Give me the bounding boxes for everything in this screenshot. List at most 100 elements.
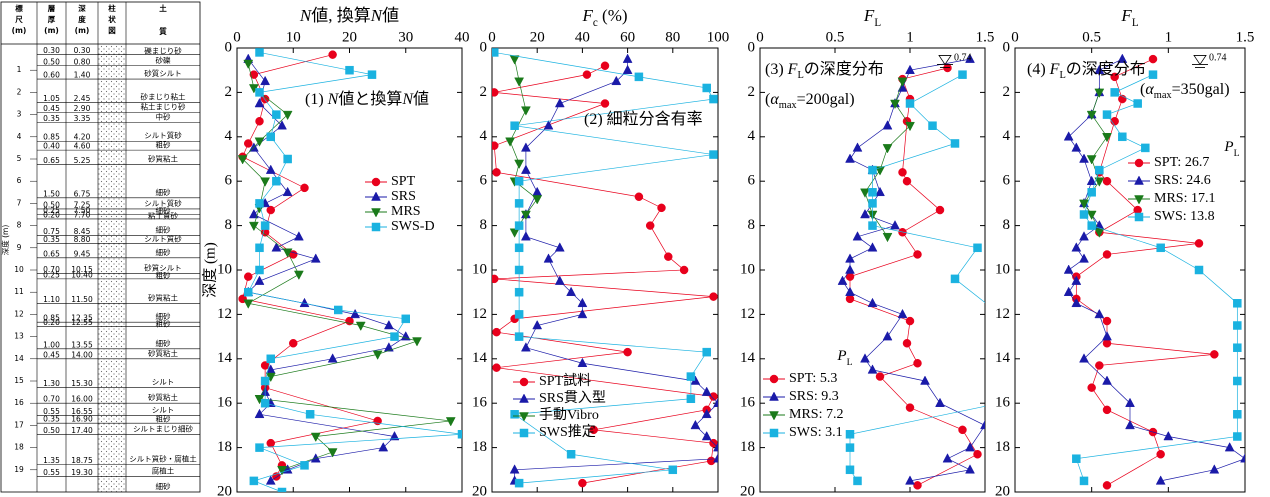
y-tick-label: 2 <box>1003 84 1011 100</box>
plot-area <box>492 48 718 488</box>
marker <box>520 210 531 221</box>
marker <box>875 372 885 381</box>
marker <box>249 476 259 486</box>
marker <box>289 339 298 348</box>
y-tick-label: 4 <box>480 128 488 144</box>
marker <box>1209 464 1220 474</box>
marker <box>713 442 718 452</box>
marker <box>514 159 525 169</box>
marker <box>875 186 885 197</box>
y-tick-label: 4 <box>748 128 756 144</box>
marker <box>328 50 337 59</box>
soil-name: 砂質シルト <box>144 262 182 272</box>
marker <box>709 292 718 301</box>
marker <box>853 476 862 486</box>
marker <box>310 253 321 263</box>
marker <box>293 270 304 280</box>
marker <box>965 442 975 452</box>
layer-depth: 4.60 <box>74 142 91 151</box>
marker <box>350 308 361 319</box>
marker <box>1087 383 1096 392</box>
marker <box>905 121 915 132</box>
x-tick-label: 60 <box>620 29 635 45</box>
text-part: の深度分布 <box>1066 60 1146 78</box>
y-tick-label: 20 <box>217 483 232 497</box>
layer-depth: 2.45 <box>74 94 91 103</box>
marker <box>882 232 893 243</box>
marker <box>1156 243 1165 253</box>
marker <box>514 199 524 208</box>
layer-thickness: 0.75 <box>43 227 60 236</box>
y-tick-label: 8 <box>480 217 488 233</box>
layer-depth: 13.55 <box>71 340 93 349</box>
water-level-label: 0.74 <box>954 53 972 64</box>
legend-label: MRS: 17.1 <box>1154 191 1215 206</box>
marker <box>248 221 259 232</box>
layer-depth: 8.45 <box>74 227 91 236</box>
layer-thickness: 0.35 <box>43 415 60 424</box>
marker <box>1133 99 1142 108</box>
y-tick-label: 18 <box>995 439 1010 455</box>
log-header: 柱 <box>108 3 116 13</box>
soil-name: シルト質砂 <box>144 198 182 208</box>
text-part: c <box>593 17 598 29</box>
marker <box>372 350 383 360</box>
marker <box>345 65 354 75</box>
text-part: 値 <box>382 6 399 25</box>
scale-label: 12 <box>14 309 24 318</box>
scale-label: 11 <box>14 287 24 296</box>
log-header: 度 <box>78 14 86 24</box>
marker <box>860 353 870 363</box>
x-tick-label: 1.5 <box>976 29 995 45</box>
chart-title: Fc (%) <box>581 6 627 29</box>
marker <box>701 386 712 396</box>
marker <box>272 176 281 186</box>
scale-label: 8 <box>17 221 22 230</box>
marker <box>913 358 922 368</box>
series-line <box>1075 58 1215 486</box>
text-part: L <box>797 70 803 81</box>
soil-name: 砂質粘土 <box>148 154 178 164</box>
x-tick-label: 1.5 <box>1236 29 1255 45</box>
soil-name: 粗砂 <box>156 140 171 150</box>
marker <box>520 142 531 152</box>
y-tick-label: 14 <box>740 350 756 366</box>
log-header: (m) <box>75 26 90 35</box>
marker <box>305 410 315 419</box>
marker <box>255 265 264 275</box>
marker <box>514 332 524 341</box>
marker <box>845 430 855 439</box>
legend-marker <box>519 393 529 403</box>
marker <box>1141 143 1150 153</box>
marker <box>255 88 264 97</box>
marker <box>868 199 877 208</box>
marker <box>509 464 520 474</box>
x-tick-label: 80 <box>665 29 680 45</box>
marker <box>367 70 377 79</box>
legend-marker <box>371 222 381 232</box>
soil-name: シルト質砂 <box>144 233 182 243</box>
marker <box>1079 231 1089 241</box>
marker <box>913 481 922 490</box>
layer-thickness: 0.55 <box>43 407 60 416</box>
marker <box>898 168 907 177</box>
marker <box>600 61 610 71</box>
layer-depth: 7.50 <box>74 206 91 215</box>
y-tick-label: 16 <box>217 395 233 411</box>
legend-label: SWS推定 <box>539 424 596 440</box>
text-part: L <box>1132 17 1139 29</box>
text-part: P <box>1223 139 1233 155</box>
soil-name: シルト質砂・腐植土 <box>129 453 197 463</box>
soil-name: 細砂 <box>156 225 171 235</box>
marker <box>578 478 587 488</box>
marker <box>293 231 304 241</box>
scale-label: 9 <box>17 243 22 252</box>
layer-depth: 4.20 <box>74 133 91 142</box>
marker <box>260 75 271 86</box>
x-tick-label: 40 <box>455 29 470 45</box>
marker <box>510 410 519 419</box>
layer-thickness: 0.70 <box>43 395 60 404</box>
